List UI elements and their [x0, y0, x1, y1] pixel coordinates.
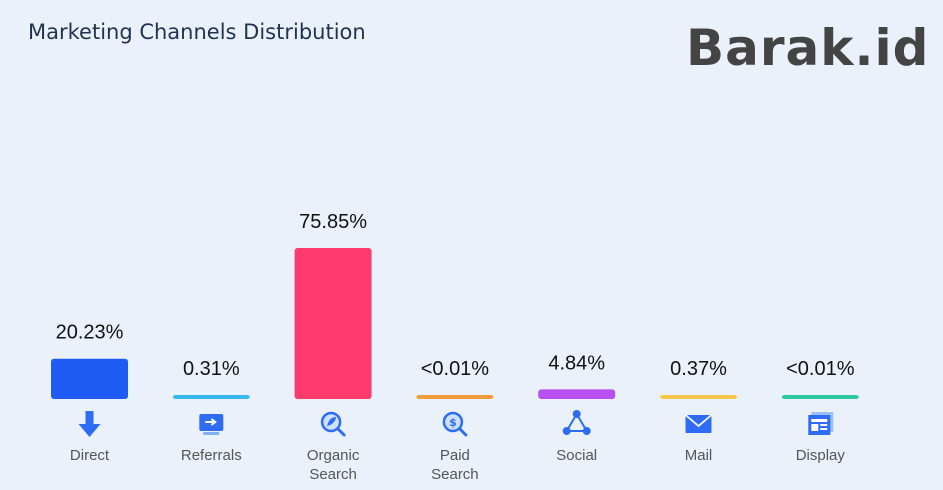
bar-mail: [660, 395, 737, 399]
data-label: 4.84%: [548, 352, 605, 374]
data-label: <0.01%: [786, 358, 855, 380]
bar-display: [781, 395, 859, 399]
bar-paid-search: [416, 395, 494, 399]
mail-icon: [684, 414, 713, 433]
bar-referrals: [172, 395, 250, 399]
category-label: Search: [431, 466, 479, 483]
brand-logo-text: Barak.id: [686, 19, 930, 77]
category-label: Organic: [307, 447, 360, 464]
paid-search-icon: $: [442, 411, 468, 437]
category-label: Referrals: [181, 447, 242, 464]
svg-text:$: $: [449, 416, 457, 429]
data-label: 75.85%: [299, 211, 367, 233]
category-label: Mail: [685, 447, 713, 464]
data-label: <0.01%: [421, 358, 490, 380]
bar-direct: [51, 358, 128, 399]
chart-title: Marketing Channels Distribution: [28, 20, 366, 44]
referral-screen-icon: [199, 414, 224, 435]
category-label: Display: [796, 447, 846, 464]
bar-organic-search: [294, 248, 372, 399]
category-label: Paid: [440, 447, 470, 464]
data-label: 0.37%: [670, 358, 727, 380]
download-arrow-icon: [78, 411, 101, 437]
data-label: 20.23%: [56, 322, 124, 344]
display-icon: [808, 412, 834, 435]
brand-logo: Barak.id: [686, 18, 929, 78]
category-label: Search: [309, 466, 357, 483]
data-label: 0.31%: [183, 358, 240, 380]
organic-search-icon: [320, 411, 346, 437]
social-share-icon: [562, 410, 591, 435]
category-label: Direct: [70, 447, 110, 464]
bar-social: [538, 389, 616, 399]
category-label: Social: [556, 447, 597, 464]
